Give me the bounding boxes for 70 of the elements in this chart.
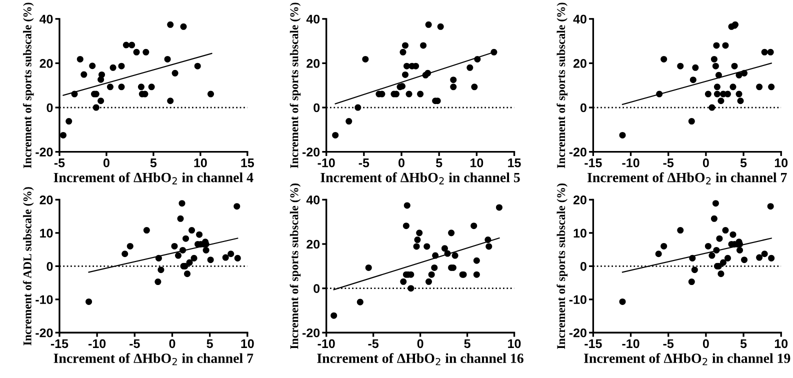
y-tick-label: 40 <box>40 14 53 24</box>
x-tick-label: -10 <box>622 158 640 168</box>
x-tick-label: 10 <box>470 158 484 168</box>
y-tick-label: 0 <box>314 103 320 112</box>
x-tick-label: 5 <box>740 158 747 168</box>
y-tick-label: 20 <box>573 196 586 204</box>
x-tick-label: 10 <box>508 339 521 348</box>
y-tick-label: -10 <box>36 295 53 304</box>
x-tick-label: -10 <box>88 339 106 348</box>
x-tick-label: -15 <box>50 339 68 348</box>
x-tick-label: 0 <box>103 158 110 168</box>
x-tick-label: -15 <box>584 158 602 168</box>
x-axis-title: Increment of ΔHbO$_{2}$ in channel 7 <box>587 172 787 184</box>
x-tick-label: -5 <box>358 158 370 168</box>
x-tick-label: 5 <box>464 339 470 348</box>
x-tick-label: -5 <box>54 158 65 168</box>
x-tick-label: -5 <box>368 339 379 348</box>
x-tick-label: 10 <box>194 158 207 168</box>
x-tick-label: 0 <box>169 339 176 348</box>
x-tick-label: 5 <box>206 339 213 348</box>
y-tick-label: 0 <box>580 103 586 112</box>
y-tick-label: -20 <box>569 328 586 338</box>
y-tick-label: 10 <box>40 228 53 238</box>
x-tick-label: 10 <box>774 158 788 168</box>
x-tick-label: 5 <box>740 339 747 348</box>
y-axis-title: Increment of sports subscale (%) <box>290 184 301 349</box>
x-tick-label: 10 <box>241 339 254 348</box>
x-axis-title: Increment of ΔHbO$_{2}$ in channel 16 <box>317 353 524 366</box>
y-axis-title: Increment of sports subscale (%) <box>556 184 568 349</box>
x-tick-label: 15 <box>508 158 521 168</box>
x-tick-label: -5 <box>130 339 140 348</box>
y-tick-label: -20 <box>36 148 53 156</box>
y-tick-label: 40 <box>306 196 320 204</box>
x-tick-label: 0 <box>417 339 424 348</box>
x-tick-label: 10 <box>774 339 788 348</box>
x-axis-title: Increment of ΔHbO$_{2}$ in channel 5 <box>320 172 520 184</box>
y-tick-label: -20 <box>569 148 586 156</box>
y-tick-label: -20 <box>36 328 53 338</box>
x-tick-label: 0 <box>702 339 709 348</box>
y-tick-label: -20 <box>302 328 320 338</box>
y-tick-label: 20 <box>40 59 53 68</box>
x-tick-label: 5 <box>436 158 442 168</box>
x-axis-title: Increment of ΔHbO$_{2}$ in channel 4 <box>54 172 254 184</box>
y-tick-label: 20 <box>306 59 320 68</box>
y-tick-label: -10 <box>569 295 586 304</box>
x-tick-label: -5 <box>663 339 674 348</box>
y-axis-title: Increment of sports subscale (%) <box>22 2 34 168</box>
x-axis-title: Increment of ΔHbO$_{2}$ in channel 19 <box>584 353 790 366</box>
x-tick-label: 5 <box>150 158 157 168</box>
y-tick-label: 0 <box>314 284 320 293</box>
y-tick-label: 10 <box>574 228 586 238</box>
y-tick-label: -20 <box>302 148 320 156</box>
y-tick-label: 40 <box>306 14 320 24</box>
y-tick-label: 20 <box>573 59 586 68</box>
y-tick-label: 40 <box>573 14 586 24</box>
y-tick-label: 20 <box>306 240 320 249</box>
y-tick-label: 20 <box>40 196 53 204</box>
x-tick-label: -10 <box>622 339 640 348</box>
x-tick-label: 0 <box>398 158 404 168</box>
x-tick-label: -5 <box>663 158 674 168</box>
y-axis-title: Increment of sports subscale (%) <box>290 2 301 168</box>
x-tick-label: -15 <box>584 339 602 348</box>
y-tick-label: 0 <box>46 103 53 112</box>
y-axis-title: Increment of ADL subscale (%) <box>22 187 34 346</box>
x-tick-label: 0 <box>702 158 709 168</box>
x-tick-label: 15 <box>241 158 254 168</box>
y-axis-title: Increment of sports subscale (%) <box>556 2 568 168</box>
x-axis-title: Increment of ΔHbO$_{2}$ in channel 7 <box>54 353 254 366</box>
y-tick-label: 0 <box>46 262 53 271</box>
y-tick-label: 0 <box>580 262 586 271</box>
